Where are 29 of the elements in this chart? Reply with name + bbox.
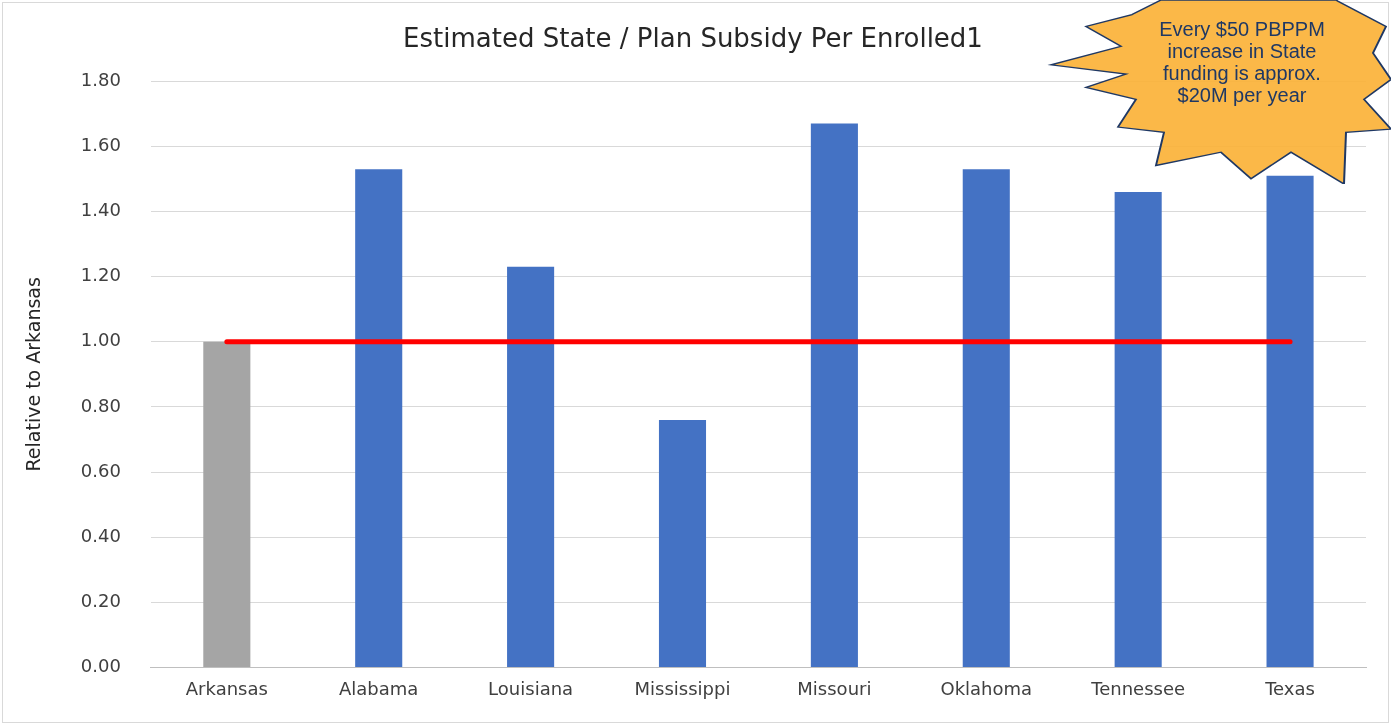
y-tick-label: 0.40 [80,524,121,546]
x-tick-label: Alabama [339,677,419,699]
bar [962,169,1010,667]
bar [203,341,251,667]
y-tick-label: 1.60 [80,134,121,156]
bar [355,169,403,667]
chart-title: Estimated State / Plan Subsidy Per Enrolled1 [403,23,983,54]
bar [658,419,707,667]
x-tick-label: Mississippi [634,677,731,699]
x-tick-label: Texas [1264,677,1315,699]
x-tick-label: Louisiana [488,677,574,699]
y-tick-label: 1.20 [80,264,121,286]
x-tick-label: Missouri [797,677,872,699]
bar [1114,191,1162,667]
y-tick-label: 1.80 [80,68,121,90]
y-tick-label: 0.20 [80,589,121,611]
y-tick-label: 1.40 [80,199,121,221]
bar [507,266,555,667]
annotation: Every $50 PBPPM increase in State funding is approx. $20M per year [1158,18,1326,106]
y-tick-label: 0.00 [80,655,121,677]
x-tick-label: Tennessee [1090,677,1186,699]
x-tick-label: Oklahoma [940,677,1033,699]
y-tick-label: 1.00 [80,329,121,351]
x-tick-label: Arkansas [185,677,268,699]
y-tick-label: 0.60 [80,459,121,481]
y-tick-label: 0.80 [80,394,121,416]
bar [810,123,858,667]
y-axis-title: Relative to Arkansas [22,277,45,472]
bar [1266,175,1314,667]
